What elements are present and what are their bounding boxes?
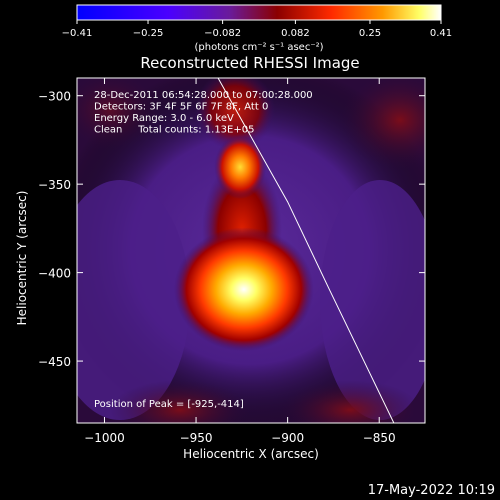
x-tick-label: −850 [363, 431, 396, 445]
y-tick-label: −400 [38, 267, 71, 281]
timestamp: 17-May-2022 10:19 [368, 483, 495, 498]
annotation-line: Detectors: 3F 4F 5F 6F 7F 8F, Att 0 [94, 102, 268, 113]
peak-position-text: Position of Peak = [-925,-414] [94, 399, 244, 410]
y-tick-label: −350 [38, 178, 71, 192]
main-source-blob [173, 227, 314, 352]
annotation-line: 28-Dec-2011 06:54:28.000 to 07:00:28.000 [94, 90, 313, 101]
heatmap-image [77, 78, 425, 423]
x-axis-label: Heliocentric X (arcsec) [183, 447, 319, 461]
colorbar-tick-label: 0.25 [359, 28, 381, 39]
y-tick-label: −300 [38, 90, 71, 104]
colorbar-tick-label: 0.082 [281, 28, 310, 39]
annotation-line: Clean Total counts: 1.13E+05 [94, 125, 254, 136]
secondary-source-blob [214, 135, 267, 199]
colorbar-units-label: (photons cm⁻² s⁻¹ asec⁻²) [194, 42, 323, 53]
colorbar-tick-label: −0.082 [204, 28, 241, 39]
plot-frame [76, 77, 426, 424]
solar-limb-curve [217, 78, 395, 423]
colorbar-tick-label: −0.25 [133, 28, 164, 39]
y-tick-label: −450 [38, 355, 71, 369]
colorbar [76, 4, 442, 21]
chart-title: Reconstructed RHESSI Image [140, 54, 359, 72]
x-tick-label: −900 [271, 431, 304, 445]
colorbar-tick-label: −0.41 [62, 28, 93, 39]
x-tick-label: −1000 [84, 431, 125, 445]
annotation-line: Energy Range: 3.0 - 6.0 keV [94, 113, 234, 124]
x-tick-label: −950 [180, 431, 213, 445]
y-axis-label: Heliocentric Y (arcsec) [15, 191, 29, 326]
colorbar-tick-label: 0.41 [430, 28, 452, 39]
